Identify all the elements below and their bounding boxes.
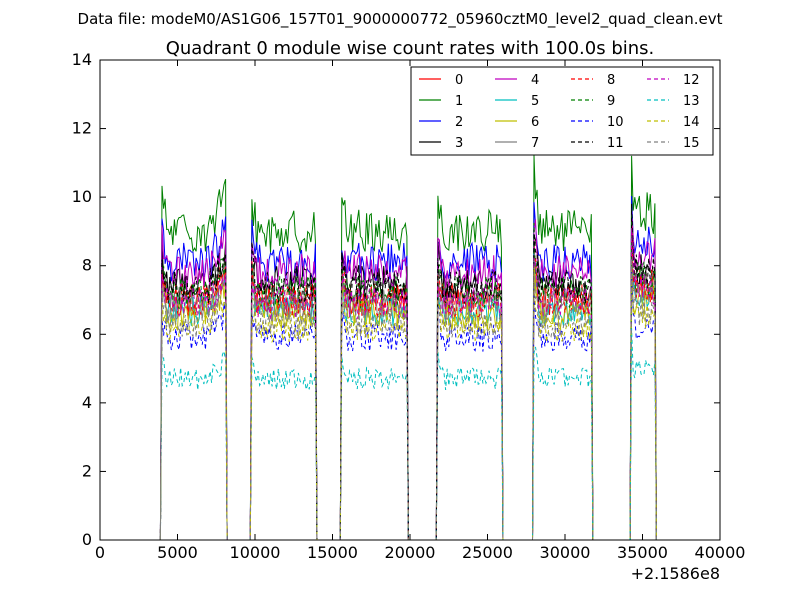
x-tick-label: 5000: [157, 543, 198, 562]
y-tick-label: 10: [72, 187, 92, 206]
series-line-8: [159, 217, 657, 540]
x-tick-label: 30000: [540, 543, 591, 562]
data-file-label: Data file: modeM0/AS1G06_157T01_90000007…: [78, 10, 723, 29]
series-line-1: [159, 155, 657, 540]
y-tick-label: 8: [82, 256, 92, 275]
legend-label-2: 2: [455, 115, 463, 130]
legend-label-8: 8: [607, 73, 615, 88]
series-line-15: [159, 259, 657, 540]
legend-label-10: 10: [607, 115, 624, 130]
y-tick-label: 0: [82, 530, 92, 549]
series-line-4: [159, 211, 657, 540]
y-tick-label: 12: [72, 119, 92, 138]
legend-label-12: 12: [683, 73, 700, 88]
legend-label-4: 4: [531, 73, 539, 88]
legend-box: [410, 66, 714, 156]
chart-title: Quadrant 0 module wise count rates with …: [166, 38, 655, 59]
legend-label-14: 14: [683, 115, 700, 130]
x-offset-label: +2.1586e8: [631, 564, 720, 583]
y-tick-label: 14: [72, 50, 92, 69]
x-tick-label: 25000: [462, 543, 513, 562]
legend-label-3: 3: [455, 136, 463, 151]
axes-layer: 0 5000 10000 15000 20000 25000 30000 35000 40000…: [72, 50, 746, 562]
x-tick-label: 10000: [230, 543, 281, 562]
legend-label-6: 6: [531, 115, 539, 130]
legend-label-7: 7: [531, 136, 539, 151]
series-line-12: [159, 228, 657, 540]
y-tick-label: 6: [82, 324, 92, 343]
x-tick-label: 20000: [385, 543, 436, 562]
x-tick-label: 15000: [307, 543, 358, 562]
series-line-10: [159, 270, 657, 540]
series-layer: [159, 155, 657, 540]
x-tick-label: 40000: [695, 543, 746, 562]
legend-label-1: 1: [455, 94, 463, 109]
y-tick-label: 4: [82, 393, 92, 412]
series-line-11: [159, 203, 657, 540]
x-tick-label: 0: [95, 543, 105, 562]
legend-label-13: 13: [683, 94, 700, 109]
legend-label-15: 15: [683, 136, 700, 151]
legend-label-11: 11: [607, 136, 624, 151]
legend-label-5: 5: [531, 94, 539, 109]
y-tick-label: 2: [82, 461, 92, 480]
series-line-13: [159, 328, 657, 540]
legend-label-0: 0: [455, 73, 463, 88]
legend-label-9: 9: [607, 94, 615, 109]
x-tick-label: 35000: [617, 543, 668, 562]
